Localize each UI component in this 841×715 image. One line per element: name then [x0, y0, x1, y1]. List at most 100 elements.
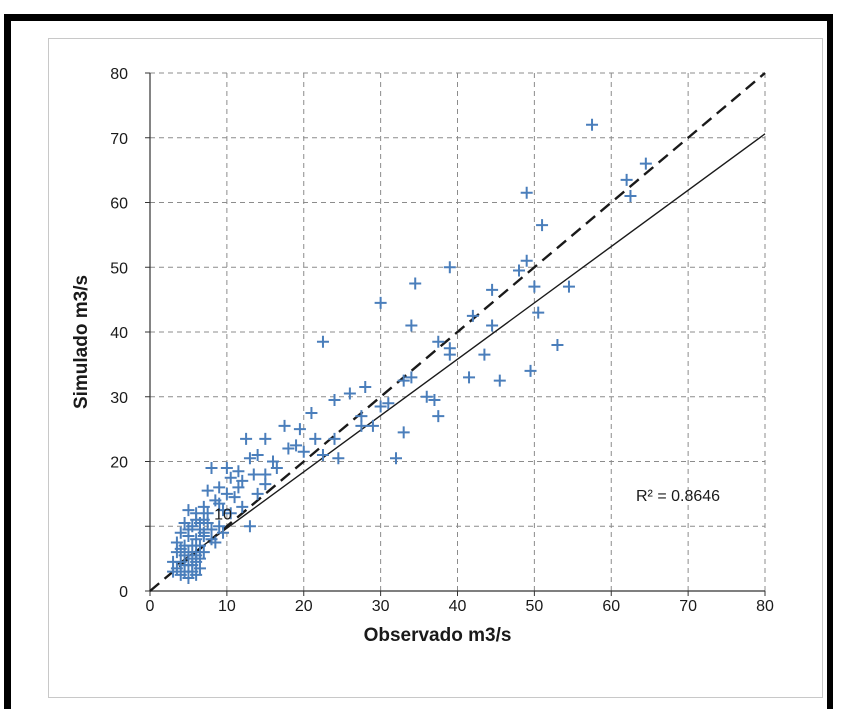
data-point: [359, 381, 372, 394]
x-axis-label: Observado m3/s: [364, 625, 512, 646]
data-point: [224, 507, 237, 520]
data-point: [174, 526, 187, 539]
data-point: [620, 173, 633, 186]
x-tick-label: 0: [146, 598, 155, 615]
data-point: [443, 348, 456, 361]
data-point: [520, 186, 533, 199]
data-point: [282, 442, 295, 455]
data-point: [240, 432, 253, 445]
data-point: [182, 523, 195, 536]
data-point: [493, 374, 506, 387]
y-tick-label: 50: [110, 260, 128, 277]
data-point: [374, 296, 387, 309]
data-point: [174, 568, 187, 581]
data-point: [624, 190, 637, 203]
data-point: [382, 397, 395, 410]
data-point: [332, 452, 345, 465]
fit-lines: [149, 72, 766, 592]
data-point: [259, 432, 272, 445]
data-point: [420, 390, 433, 403]
data-point: [366, 419, 379, 432]
one-to-one-line: [149, 72, 766, 592]
data-point: [551, 338, 564, 351]
data-point: [236, 474, 249, 487]
data-point: [532, 306, 545, 319]
x-tick-label: 40: [449, 598, 467, 615]
data-point: [186, 559, 199, 572]
r-squared-label: R² = 0.8646: [636, 488, 720, 505]
data-point: [405, 371, 418, 384]
data-point: [316, 335, 329, 348]
data-point: [243, 452, 256, 465]
data-point: [251, 449, 264, 462]
data-points: [167, 118, 652, 585]
data-point: [167, 565, 180, 578]
data-point: [432, 410, 445, 423]
y-tick-label: 30: [110, 390, 128, 407]
data-point: [278, 419, 291, 432]
data-point: [397, 374, 410, 387]
y-tick-label: 20: [110, 455, 128, 472]
data-point: [432, 335, 445, 348]
trendline: [176, 133, 766, 566]
data-point: [213, 481, 226, 494]
data-point: [232, 465, 245, 478]
data-point: [193, 539, 206, 552]
data-point: [478, 348, 491, 361]
y-tick-label: 60: [110, 196, 128, 213]
data-point: [305, 406, 318, 419]
x-tick-label: 70: [679, 598, 697, 615]
data-point: [182, 572, 195, 585]
data-point: [193, 517, 206, 530]
data-point: [213, 497, 226, 510]
data-point: [267, 455, 279, 468]
data-point: [586, 118, 599, 131]
data-point: [247, 468, 260, 481]
data-point: [243, 520, 256, 533]
chart-panel: [48, 38, 823, 698]
data-point: [217, 504, 230, 517]
data-point: [374, 400, 387, 413]
data-point: [428, 393, 441, 406]
data-point: [639, 157, 652, 170]
x-tick-label: 10: [218, 598, 236, 615]
data-point: [220, 461, 233, 474]
y-tick-label: 0: [119, 584, 128, 601]
data-point: [463, 371, 476, 384]
data-point: [536, 219, 549, 232]
data-point: [236, 500, 249, 513]
inner-tick-label: 10: [214, 506, 232, 523]
data-point: [205, 533, 218, 546]
data-point: [213, 520, 226, 533]
data-point: [259, 478, 272, 491]
data-point: [217, 526, 230, 539]
data-point: [466, 309, 479, 322]
data-point: [343, 387, 356, 400]
data-point: [486, 283, 499, 296]
data-point: [178, 517, 191, 530]
data-point: [197, 546, 210, 559]
tick-labels: 0 10 20 30 40 50 60 70 80 0 20 30 40 50 60 70 80: [110, 66, 774, 615]
x-tick-label: 60: [602, 598, 620, 615]
data-point: [513, 264, 525, 277]
x-tick-label: 80: [756, 598, 774, 615]
data-point: [328, 393, 341, 406]
data-point: [182, 504, 195, 517]
axes: [145, 72, 766, 596]
x-tick-label: 50: [525, 598, 543, 615]
data-point: [390, 452, 402, 465]
data-point: [355, 419, 368, 432]
data-point: [205, 461, 218, 474]
data-point: [224, 471, 237, 484]
data-point: [232, 481, 245, 494]
data-point: [290, 439, 303, 452]
data-point: [197, 526, 210, 539]
data-point: [528, 280, 541, 293]
data-point: [562, 280, 575, 293]
y-tick-label: 70: [110, 131, 128, 148]
data-point: [443, 261, 456, 274]
data-point: [190, 533, 203, 546]
data-point: [270, 461, 283, 474]
data-point: [197, 500, 210, 513]
